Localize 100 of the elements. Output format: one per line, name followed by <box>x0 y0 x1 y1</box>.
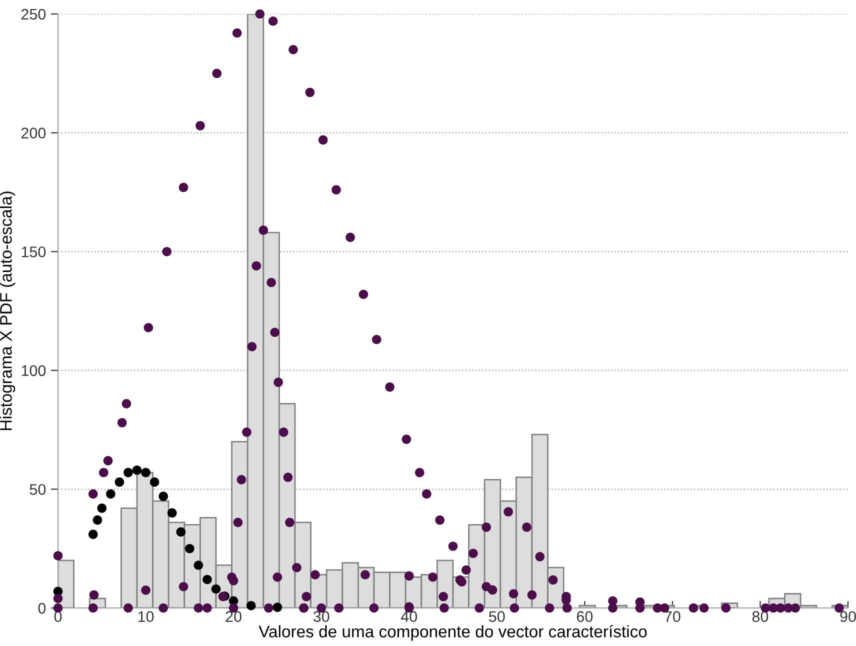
point <box>372 334 382 344</box>
point <box>202 574 212 584</box>
point <box>194 603 204 613</box>
point <box>242 428 252 437</box>
point <box>508 589 518 598</box>
point <box>310 570 320 580</box>
point <box>53 551 63 560</box>
point <box>438 592 448 602</box>
point <box>285 518 294 528</box>
point <box>232 28 242 38</box>
point <box>414 468 424 478</box>
point <box>305 88 315 98</box>
point <box>346 232 355 242</box>
point <box>482 522 492 532</box>
point <box>402 434 412 444</box>
point <box>510 603 520 613</box>
point <box>144 322 154 332</box>
point <box>435 515 444 525</box>
point <box>158 603 168 613</box>
point <box>358 290 368 300</box>
y-tick-label: 150 <box>22 246 46 258</box>
point <box>548 575 558 585</box>
point <box>132 466 142 475</box>
x-tick-label: 20 <box>226 611 242 622</box>
point <box>167 508 177 518</box>
point <box>212 68 222 78</box>
point <box>194 560 204 570</box>
x-tick-label: 60 <box>576 611 593 622</box>
x-tick-label: 30 <box>313 611 330 622</box>
point <box>360 570 370 580</box>
point <box>162 246 172 256</box>
point <box>332 185 341 194</box>
point <box>89 590 99 600</box>
y-tick-label: 0 <box>38 602 46 614</box>
point <box>474 603 484 613</box>
point <box>122 399 132 408</box>
point <box>236 475 246 484</box>
x-tick-label: 40 <box>400 611 418 622</box>
point <box>246 600 256 610</box>
point <box>274 378 283 387</box>
point <box>688 603 698 613</box>
point <box>535 552 545 562</box>
y-tick-label: 250 <box>21 8 46 20</box>
point <box>252 261 262 271</box>
point <box>462 565 471 575</box>
point <box>504 507 513 516</box>
point <box>88 603 98 613</box>
point <box>88 489 98 499</box>
point <box>178 182 188 192</box>
point <box>834 603 844 613</box>
point <box>98 468 108 478</box>
point <box>776 603 786 613</box>
point <box>233 518 243 528</box>
point <box>228 576 238 586</box>
point <box>185 544 194 554</box>
point <box>124 468 133 478</box>
point <box>124 603 133 613</box>
point <box>721 603 731 613</box>
point <box>106 489 116 499</box>
point <box>178 582 188 592</box>
point <box>318 135 328 145</box>
y-tick-label: 50 <box>30 484 46 495</box>
point <box>255 9 265 19</box>
point <box>53 603 63 613</box>
point <box>699 603 709 613</box>
point <box>264 603 274 613</box>
point <box>211 584 221 594</box>
point <box>288 44 298 54</box>
point <box>302 592 312 602</box>
point <box>272 602 282 612</box>
point <box>268 16 278 26</box>
point <box>117 418 127 428</box>
point <box>272 572 282 582</box>
y-tick-label: 100 <box>22 365 46 376</box>
point <box>562 603 572 613</box>
point <box>440 603 449 613</box>
point <box>53 594 63 604</box>
point <box>544 603 554 613</box>
point <box>527 590 537 600</box>
point <box>488 585 498 595</box>
y-tick-label: 200 <box>21 128 46 138</box>
point <box>404 571 414 581</box>
point <box>158 492 168 501</box>
y-axis-title: Histograma X PDF (auto-escala) <box>0 192 16 430</box>
point <box>92 515 102 525</box>
point <box>97 504 107 513</box>
x-tick-label: 90 <box>840 611 856 622</box>
point <box>103 456 113 466</box>
point <box>522 522 532 532</box>
x-tick-label: 50 <box>489 611 505 622</box>
point <box>266 278 276 288</box>
point <box>247 342 257 352</box>
point <box>448 542 458 551</box>
point <box>334 603 344 613</box>
point <box>292 562 302 572</box>
point <box>278 428 288 437</box>
point <box>141 468 150 478</box>
x-tick-label: 10 <box>138 611 154 622</box>
point <box>369 603 379 613</box>
point <box>114 477 124 487</box>
